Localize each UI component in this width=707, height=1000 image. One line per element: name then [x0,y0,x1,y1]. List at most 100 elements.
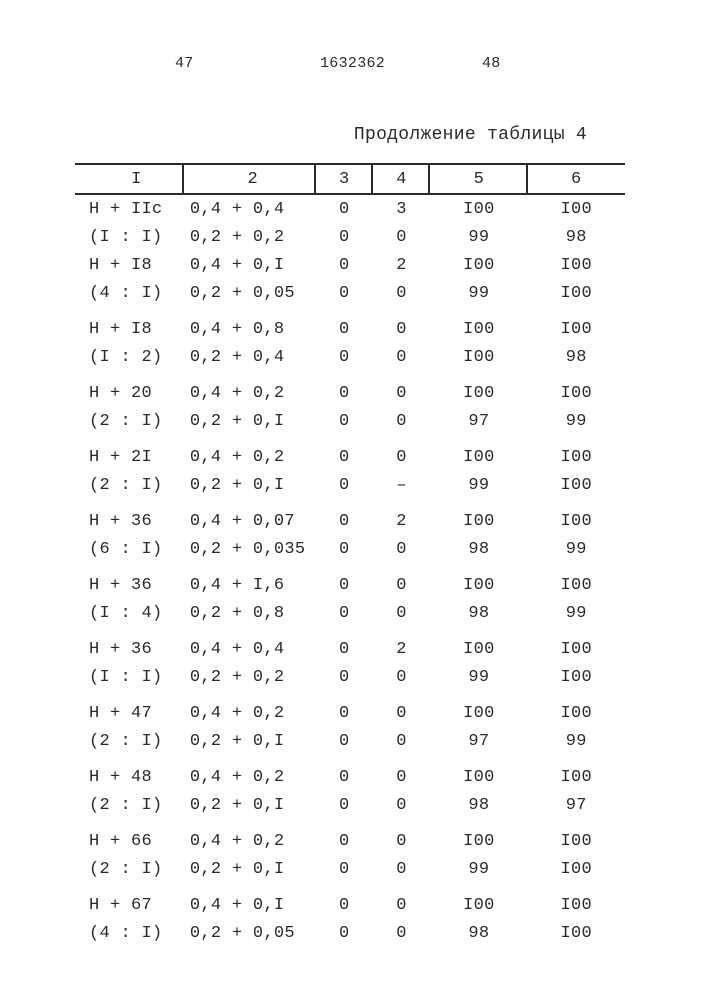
table-row: Н + I80,4 + 0,800I00I00 [75,307,625,343]
table-row: (4 : I)0,2 + 0,050099I00 [75,279,625,307]
cell: 99 [430,855,527,883]
cell: 99 [430,663,527,691]
cell: 0 [316,627,373,663]
cell: 0,2 + 0,05 [184,919,316,947]
cell: 0 [316,195,373,223]
page-num-left: 47 [175,55,194,72]
cell: I00 [528,435,625,471]
cell: 97 [430,727,527,755]
cell: 0 [373,663,430,691]
cell: 0 [373,819,430,855]
cell: 0 [316,407,373,435]
document-number: 1632362 [320,55,385,72]
cell: 0,2 + 0,I [184,855,316,883]
table-row: Н + 670,4 + 0,I00I00I00 [75,883,625,919]
cell: 0 [373,371,430,407]
cell: 0,4 + 0,I [184,251,316,279]
cell: 0,4 + 0,07 [184,499,316,535]
cell: 0 [316,819,373,855]
cell: 0 [316,279,373,307]
cell: I00 [430,435,527,471]
cell: 0 [373,919,430,947]
cell: 0 [373,855,430,883]
data-table: I 2 3 4 5 6 [75,165,625,193]
cell: 99 [528,599,625,627]
cell: (I : 2) [75,343,184,371]
table-row: Н + IIс0,4 + 0,403I00I00 [75,195,625,223]
header-row: 47 1632362 48 [0,55,707,75]
cell: Н + IIс [75,195,184,223]
cell: 0 [373,535,430,563]
table-head: I 2 3 4 5 6 [75,165,625,193]
cell: 0,2 + 0,05 [184,279,316,307]
table-body: Н + IIс0,4 + 0,403I00I00(I : I)0,2 + 0,2… [75,195,625,947]
cell: I00 [528,279,625,307]
cell: I00 [430,499,527,535]
cell: 98 [430,919,527,947]
cell: I00 [528,499,625,535]
cell: 98 [430,535,527,563]
cell: I00 [528,307,625,343]
cell: 0,4 + 0,8 [184,307,316,343]
cell: 2 [373,499,430,535]
col-header-4: 4 [373,165,430,193]
cell: 0,4 + 0,I [184,883,316,919]
cell: (2 : I) [75,855,184,883]
cell: Н + 48 [75,755,184,791]
cell: 2 [373,627,430,663]
cell: I00 [430,563,527,599]
cell: 0,2 + 0,2 [184,223,316,251]
header-row: I 2 3 4 5 6 [75,165,625,193]
cell: Н + I8 [75,307,184,343]
table-row: Н + 360,4 + I,600I00I00 [75,563,625,599]
cell: 0 [316,251,373,279]
cell: 0 [316,223,373,251]
cell: 0,4 + 0,2 [184,691,316,727]
table-row: (6 : I)0,2 + 0,035009899 [75,535,625,563]
cell: 98 [528,223,625,251]
cell: I00 [430,627,527,663]
table-row: Н + 470,4 + 0,200I00I00 [75,691,625,727]
cell: 0 [373,407,430,435]
table-row: (I : I)0,2 + 0,2009998 [75,223,625,251]
table-container: I 2 3 4 5 6 Н + IIс0,4 + 0,403I00I00(I :… [75,163,625,947]
cell: 0 [316,663,373,691]
cell: Н + 2I [75,435,184,471]
table-row: Н + 480,4 + 0,200I00I00 [75,755,625,791]
cell: 0,2 + 0,I [184,727,316,755]
cell: 0 [316,727,373,755]
cell: 0 [373,727,430,755]
cell: (6 : I) [75,535,184,563]
col-header-1: I [75,165,184,193]
cell: I00 [430,371,527,407]
cell: 0,2 + 0,4 [184,343,316,371]
cell: 0 [316,471,373,499]
cell: 0 [373,279,430,307]
cell: I00 [430,343,527,371]
cell: I00 [528,663,625,691]
table-row: (2 : I)0,2 + 0,I0099I00 [75,855,625,883]
cell: 0 [373,883,430,919]
cell: 0 [373,755,430,791]
table-row: (2 : I)0,2 + 0,I009799 [75,727,625,755]
cell: 0 [316,499,373,535]
cell: I00 [528,819,625,855]
cell: 0 [316,563,373,599]
cell: 0 [373,307,430,343]
cell: – [373,471,430,499]
cell: Н + 20 [75,371,184,407]
cell: 0 [316,791,373,819]
table-row: (I : 4)0,2 + 0,8009899 [75,599,625,627]
cell: I00 [430,755,527,791]
cell: 0,2 + 0,I [184,471,316,499]
cell: 0,2 + 0,8 [184,599,316,627]
col-header-6: 6 [528,165,625,193]
cell: 99 [528,535,625,563]
cell: 0 [316,919,373,947]
cell: 0 [316,855,373,883]
cell: (4 : I) [75,919,184,947]
cell: I00 [528,919,625,947]
cell: I00 [528,195,625,223]
cell: 99 [430,279,527,307]
cell: (I : I) [75,223,184,251]
